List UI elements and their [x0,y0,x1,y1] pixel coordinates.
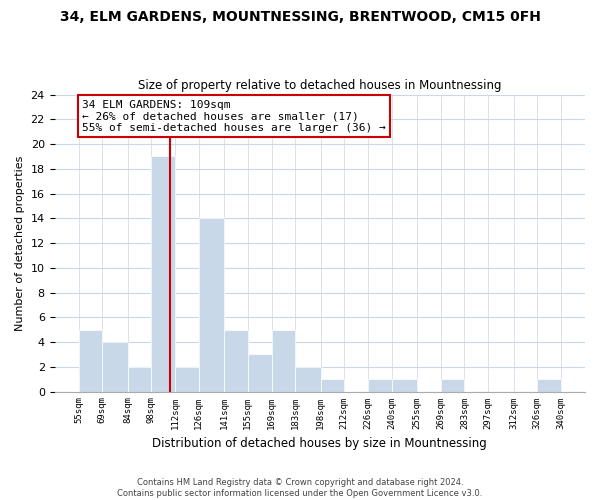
Bar [175,367,199,392]
Bar [295,367,320,392]
Bar [128,367,151,392]
Text: 34, ELM GARDENS, MOUNTNESSING, BRENTWOOD, CM15 0FH: 34, ELM GARDENS, MOUNTNESSING, BRENTWOOD… [59,10,541,24]
Text: Contains HM Land Registry data © Crown copyright and database right 2024.
Contai: Contains HM Land Registry data © Crown c… [118,478,482,498]
X-axis label: Distribution of detached houses by size in Mountnessing: Distribution of detached houses by size … [152,437,487,450]
Title: Size of property relative to detached houses in Mountnessing: Size of property relative to detached ho… [138,79,502,92]
Bar [537,379,561,392]
Bar [79,330,103,392]
Bar [199,218,224,392]
Bar [224,330,248,392]
Bar [151,156,175,392]
Bar [272,330,295,392]
Bar [248,354,272,392]
Bar [441,379,464,392]
Y-axis label: Number of detached properties: Number of detached properties [15,156,25,330]
Bar [392,379,417,392]
Bar [320,379,344,392]
Text: 34 ELM GARDENS: 109sqm
← 26% of detached houses are smaller (17)
55% of semi-det: 34 ELM GARDENS: 109sqm ← 26% of detached… [82,100,386,132]
Bar [368,379,392,392]
Bar [103,342,128,392]
